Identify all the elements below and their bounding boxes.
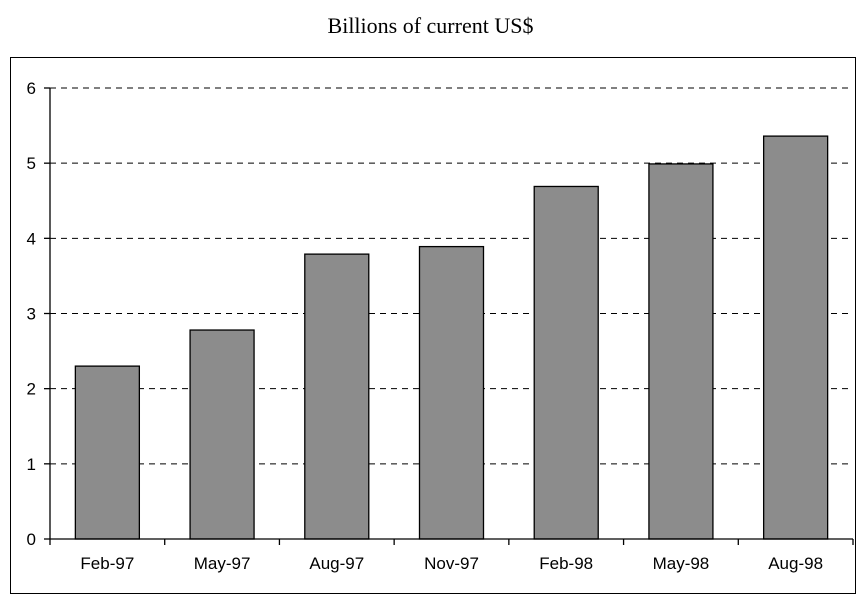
bar-Aug-97	[304, 253, 370, 540]
x-tick-label: Aug-97	[309, 554, 364, 573]
y-tick-label: 3	[27, 305, 36, 324]
y-tick-label: 0	[27, 530, 36, 549]
y-tick-label: 4	[27, 229, 36, 248]
bar-May-97	[189, 329, 255, 540]
y-tick-label: 6	[27, 79, 36, 98]
bars	[74, 135, 829, 540]
x-tick-label: May-97	[194, 554, 251, 573]
axes	[44, 87, 854, 545]
y-tick-label: 5	[27, 154, 36, 173]
bar-May-98	[648, 163, 714, 540]
bar-Nov-97	[418, 245, 485, 540]
x-tick-label: Feb-97	[80, 554, 134, 573]
bar-Aug-98	[762, 135, 829, 540]
x-tick-label: Nov-97	[424, 554, 479, 573]
tick-labels: 0 1 2 3 4 5 6 Feb-97 May-97 Aug-97 Nov-97 Feb-98 May…	[27, 79, 824, 573]
x-tick-label: Feb-98	[539, 554, 593, 573]
x-tick-label: May-98	[653, 554, 710, 573]
y-tick-label: 2	[27, 380, 36, 399]
bar-Feb-97	[74, 365, 141, 540]
y-tick-label: 1	[27, 455, 36, 474]
bar-Feb-98	[533, 185, 599, 540]
x-tick-label: Aug-98	[768, 554, 823, 573]
chart-title: Billions of current US$	[327, 13, 534, 38]
